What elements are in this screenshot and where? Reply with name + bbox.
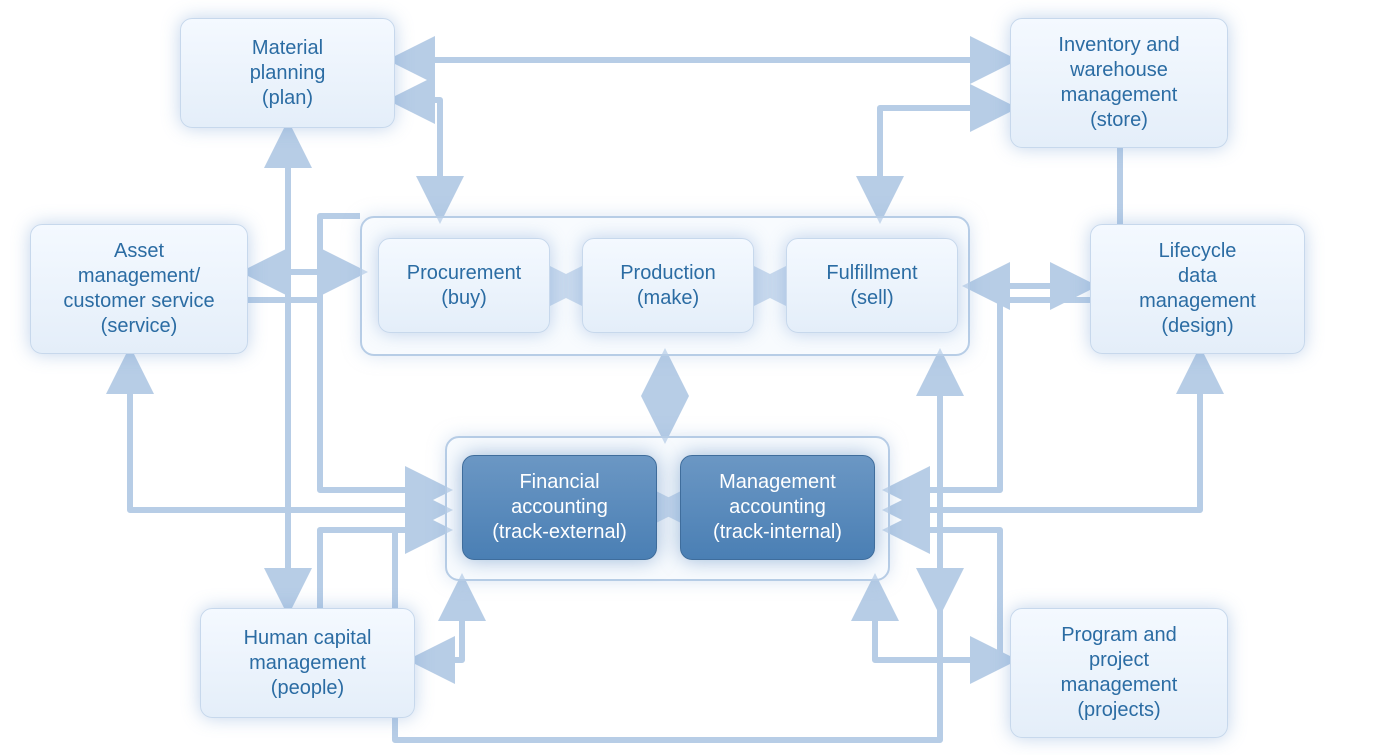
- node-management-acct: Management accounting (track-internal): [680, 455, 875, 560]
- edge: [320, 216, 360, 300]
- node-lifecycle-data: Lifecycle data management (design): [1090, 224, 1305, 354]
- node-fulfillment: Fulfillment (sell): [786, 238, 958, 333]
- edge: [890, 354, 1200, 510]
- node-material-planning: Material planning (plan): [180, 18, 395, 128]
- node-financial-acct: Financial accounting (track-external): [462, 455, 657, 560]
- node-asset-mgmt: Asset management/ customer service (serv…: [30, 224, 248, 354]
- edge: [395, 100, 440, 216]
- node-production: Production (make): [582, 238, 754, 333]
- edge: [875, 581, 1010, 660]
- node-program-project: Program and project management (projects…: [1010, 608, 1228, 738]
- node-human-capital: Human capital management (people): [200, 608, 415, 718]
- diagram-canvas: Material planning (plan) Inventory and wa…: [0, 0, 1400, 755]
- node-procurement: Procurement (buy): [378, 238, 550, 333]
- edge: [130, 354, 445, 510]
- edge: [415, 581, 462, 660]
- node-inventory-wh: Inventory and warehouse management (stor…: [1010, 18, 1228, 148]
- edge: [940, 530, 1000, 660]
- edge: [880, 108, 1010, 216]
